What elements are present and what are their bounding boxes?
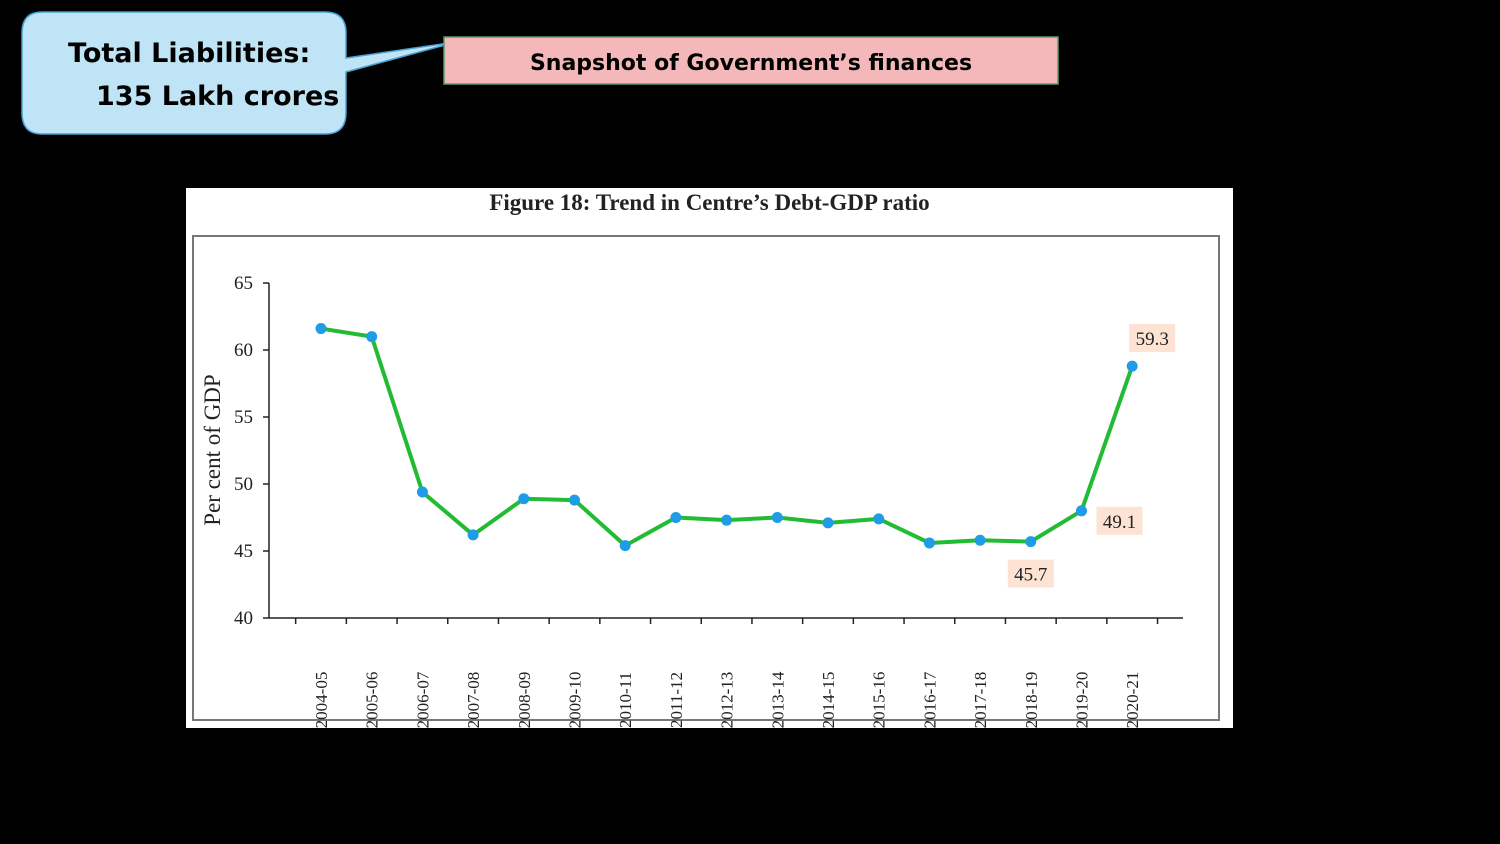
data-label: 45.7: [1014, 565, 1047, 586]
x-tick-label: 2020-21: [1123, 672, 1142, 728]
y-tick-label: 65: [234, 273, 253, 294]
data-point: [315, 323, 327, 335]
data-point: [1076, 505, 1087, 517]
callout-bubble: [21, 11, 457, 135]
x-tick-label: 2016-17: [920, 671, 939, 728]
data-point: [873, 513, 885, 525]
y-tick-label: 55: [234, 407, 253, 428]
data-point: [1025, 536, 1037, 548]
x-tick-label: 2014-15: [819, 672, 838, 728]
x-tick-label: 2008-09: [515, 672, 534, 728]
data-point: [619, 540, 631, 552]
y-tick-label: 60: [234, 340, 253, 361]
y-ticks: 40 45 50 55 60 65: [234, 273, 269, 629]
banner-text: Snapshot of Government’s finances: [530, 51, 972, 76]
y-axis-label: Per cent of GDP: [200, 374, 225, 525]
data-point: [721, 514, 733, 526]
y-tick-label: 50: [234, 474, 253, 495]
data-point: [467, 529, 479, 541]
data-point: [822, 517, 834, 529]
x-tick-label: 2011-12: [667, 672, 686, 728]
y-tick-label: 45: [234, 541, 253, 562]
callout-line2: 135 Lakh crores: [96, 81, 339, 112]
series-line: [320, 326, 1135, 548]
x-tick-label: 2018-19: [1022, 672, 1041, 728]
x-tick-label: 2006-07: [413, 671, 432, 728]
data-point: [366, 331, 378, 343]
x-tick-label: 2010-11: [616, 672, 635, 728]
x-ticks: 2004-05 2005-06 2006-07 2007-08 2008-09 2009-…: [294, 618, 1159, 728]
data-labels: 45.7 49.1 59.3: [1007, 324, 1176, 588]
data-point: [923, 537, 935, 549]
series-group: [315, 323, 1138, 552]
data-label: 49.1: [1103, 512, 1136, 533]
data-label-box: [1096, 506, 1143, 535]
callout-line1: Total Liabilities:: [68, 38, 310, 69]
data-label-box: [1007, 559, 1054, 588]
x-tick-label: 2005-06: [363, 672, 382, 728]
data-point: [670, 512, 682, 523]
x-tick-label: 2013-14: [768, 671, 787, 728]
banner-box: [443, 36, 1059, 85]
data-label: 59.3: [1136, 329, 1169, 350]
x-tick-label: 2019-20: [1073, 672, 1092, 728]
axes: [268, 283, 1183, 619]
data-point: [1126, 360, 1138, 372]
x-tick-label: 2007-08: [464, 672, 483, 728]
x-tick-label: 2004-05: [312, 672, 331, 728]
data-point: [518, 493, 530, 505]
x-tick-label: 2012-13: [718, 672, 737, 728]
plot-frame: [192, 235, 1220, 721]
data-point: [974, 534, 986, 546]
chart-title: Figure 18: Trend in Centre’s Debt-GDP ra…: [489, 190, 930, 215]
x-tick-label: 2015-16: [870, 672, 889, 728]
line-chart: Per cent of GDP 40 45 50 55 60 65 2004-05 2005…: [200, 273, 1183, 728]
x-tick-label: 2017-18: [971, 672, 990, 728]
x-tick-label: 2009-10: [566, 672, 585, 728]
data-point: [416, 486, 428, 498]
header-callouts: Total Liabilities: 135 Lakh crores Snaps…: [21, 11, 1059, 135]
y-tick-label: 40: [234, 608, 253, 629]
data-point: [569, 494, 580, 506]
chart-figure: Figure 18: Trend in Centre’s Debt-GDP ra…: [186, 188, 1233, 728]
data-label-box: [1129, 324, 1176, 353]
data-point: [771, 512, 783, 523]
